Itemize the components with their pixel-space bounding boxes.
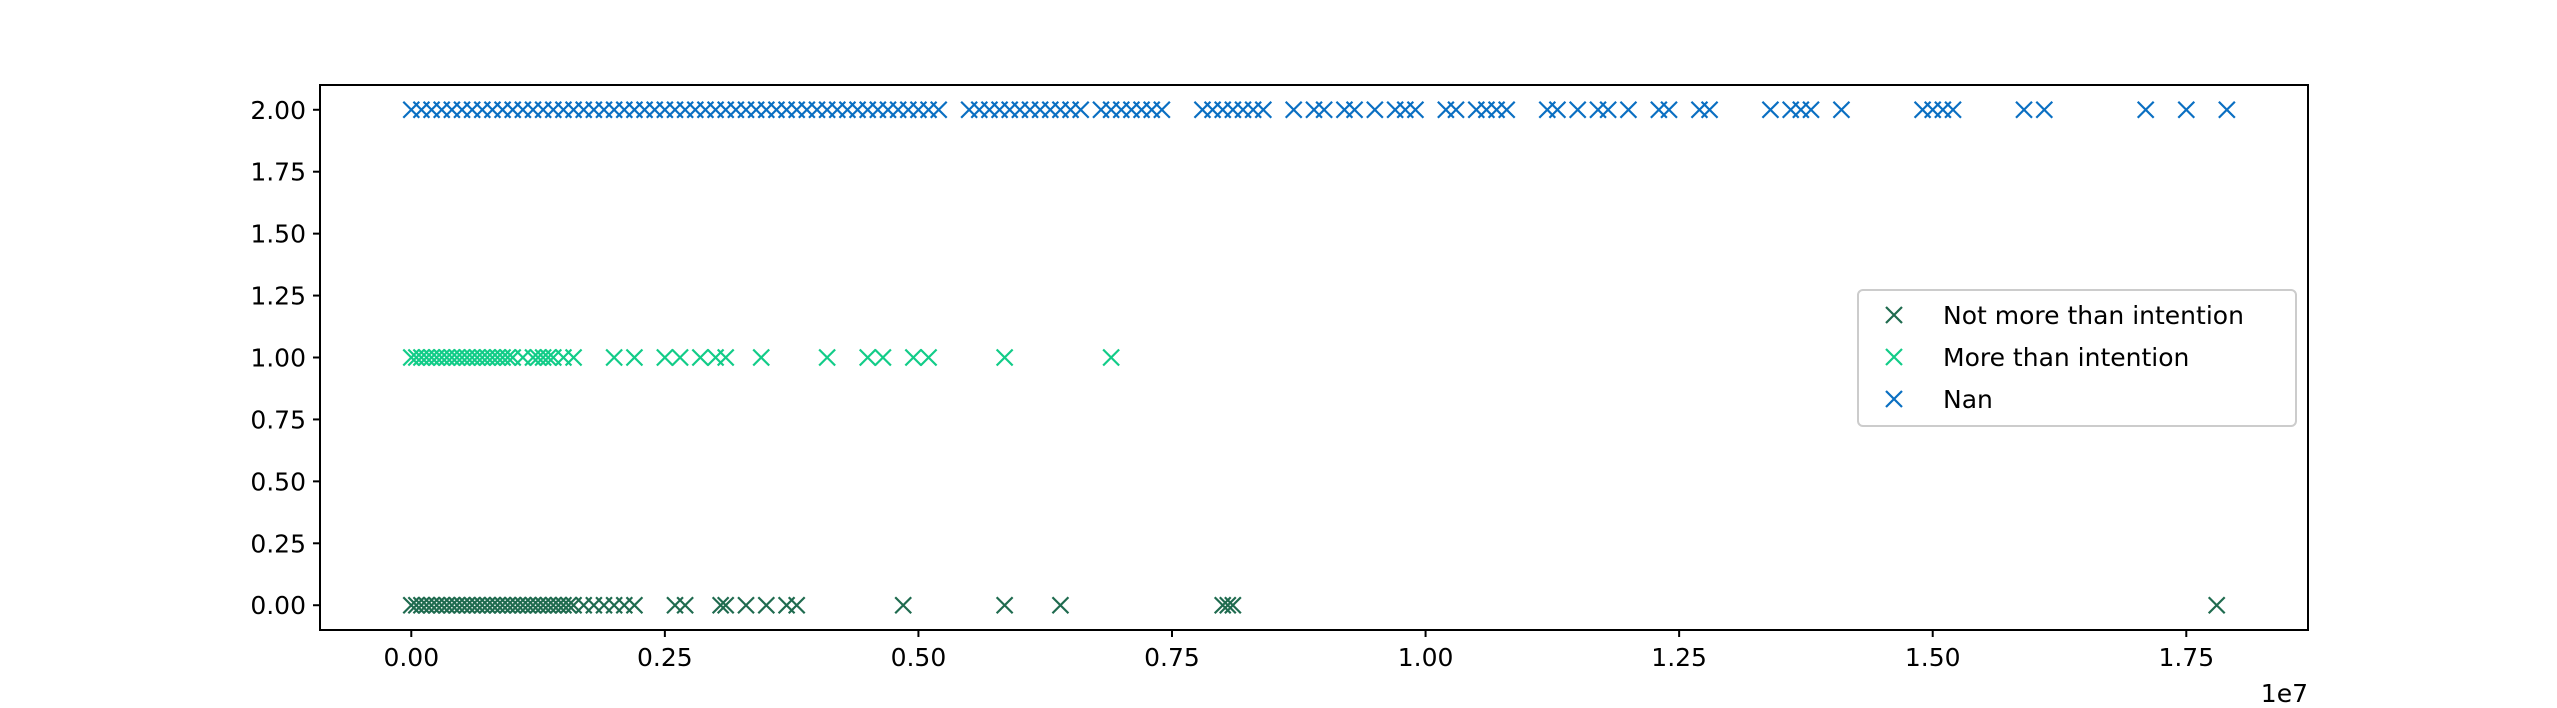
data-point [1497, 100, 1516, 119]
x-offset-label: 1e7 [2261, 679, 2308, 708]
data-point [874, 348, 892, 367]
data-point [919, 348, 938, 367]
data-points [402, 100, 2236, 615]
x-tick-label: 0.50 [891, 643, 947, 672]
data-point [711, 596, 730, 615]
y-tick-label: 0.25 [250, 529, 306, 558]
data-point [1660, 100, 1678, 119]
data-point [1284, 100, 1303, 119]
y-tick-label: 1.00 [250, 344, 306, 373]
data-point [2136, 100, 2155, 119]
x-tick-label: 1.75 [2158, 643, 2214, 672]
data-point [1599, 100, 1617, 119]
legend-label: Not more than intention [1943, 301, 2244, 330]
data-point [1406, 100, 1425, 119]
data-point [656, 348, 674, 367]
data-point [1447, 100, 1465, 119]
data-point [818, 348, 836, 367]
data-point [691, 348, 710, 367]
y-tick-label: 0.50 [250, 467, 306, 496]
data-point [716, 596, 735, 615]
data-point [625, 348, 644, 367]
data-point [1051, 596, 1070, 615]
data-point [1071, 100, 1090, 119]
y-tick-label: 0.75 [250, 405, 306, 434]
x-axis: 0.00 0.25 0.50 0.75 1.00 1.25 1.50 1.75 [383, 630, 2214, 672]
y-tick-label: 0.00 [250, 591, 306, 620]
data-point [676, 596, 694, 615]
legend-marker [1885, 348, 1903, 366]
data-point [894, 596, 912, 615]
data-point [2218, 100, 2236, 119]
data-point [929, 100, 948, 119]
legend-label: Nan [1943, 385, 1993, 414]
data-point [737, 596, 755, 615]
data-point [1944, 100, 1962, 119]
data-point [1548, 100, 1567, 119]
data-point [671, 348, 689, 367]
data-point [1254, 100, 1273, 119]
x-tick-label: 1.25 [1651, 643, 1707, 672]
data-point [1619, 100, 1638, 119]
data-point [716, 348, 735, 367]
data-point [995, 596, 1014, 615]
data-point [1345, 100, 1364, 119]
data-point [787, 596, 806, 615]
data-point [1802, 100, 1820, 119]
data-point [858, 348, 877, 367]
data-point [2207, 596, 2226, 615]
data-point [1832, 100, 1851, 119]
y-tick-label: 1.75 [250, 158, 306, 187]
data-point [1761, 100, 1780, 119]
data-point [904, 348, 923, 367]
data-point [1153, 100, 1171, 119]
x-tick-label: 0.75 [1144, 643, 1200, 672]
data-point [564, 348, 583, 367]
x-tick-label: 1.50 [1905, 643, 1961, 672]
legend-frame [1857, 289, 2297, 427]
legend: Not more than intention More than intenti… [1857, 289, 2297, 427]
series-2 [402, 100, 2236, 119]
data-point [1102, 348, 1120, 367]
data-point [752, 348, 770, 367]
x-tick-label: 1.00 [1398, 643, 1454, 672]
x-tick-label: 0.00 [383, 643, 439, 672]
y-tick-label: 2.00 [250, 96, 306, 125]
data-point [498, 348, 517, 367]
legend-marker [1885, 390, 1903, 408]
legend-label: More than intention [1943, 343, 2189, 372]
data-point [625, 596, 644, 615]
y-tick-label: 1.25 [250, 282, 306, 311]
x-tick-label: 0.25 [637, 643, 693, 672]
data-point [605, 348, 623, 367]
data-point [995, 348, 1014, 367]
data-point [1315, 100, 1333, 119]
data-point [757, 596, 776, 615]
data-point [1224, 596, 1242, 615]
data-point [1568, 100, 1587, 119]
series-1 [402, 348, 1120, 367]
data-point [1219, 596, 1237, 615]
data-point [559, 596, 578, 615]
data-point [539, 348, 557, 367]
data-point [2035, 100, 2054, 119]
data-point [1700, 100, 1719, 119]
y-axis: 0.00 0.25 0.50 0.75 1.00 1.25 1.50 1.75 2.00 [250, 96, 320, 620]
data-point [2015, 100, 2033, 119]
series-0 [402, 596, 2226, 615]
data-point [1366, 100, 1384, 119]
y-tick-label: 1.50 [250, 220, 306, 249]
legend-marker [1885, 306, 1903, 324]
data-point [2177, 100, 2196, 119]
